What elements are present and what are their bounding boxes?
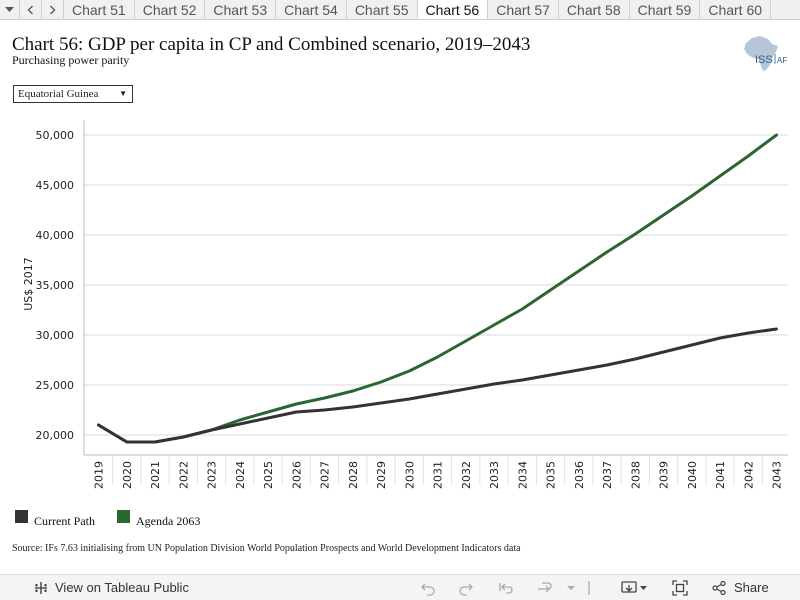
x-tick-label: 2035: [545, 461, 558, 489]
legend-swatch-agenda-2063: [117, 510, 130, 523]
tab-chart-60[interactable]: Chart 60: [700, 0, 772, 19]
y-tick-label: 35,000: [36, 279, 75, 292]
refresh-icon[interactable]: [536, 580, 552, 596]
x-tick-label: 2036: [573, 461, 586, 489]
tab-chart-56[interactable]: Chart 56: [417, 0, 489, 19]
tableau-toolbar: View on Tableau Public Share: [0, 574, 800, 600]
y-tick-label: 30,000: [36, 329, 75, 342]
tab-chart-53[interactable]: Chart 53: [205, 0, 277, 19]
x-tick-label: 2026: [290, 461, 303, 489]
y-axis-label: US$ 2017: [22, 257, 35, 311]
x-tick-label: 2041: [714, 461, 727, 489]
x-tick-label: 2030: [403, 461, 416, 489]
x-tick-label: 2025: [262, 461, 275, 489]
logo-text: ISS: [755, 54, 773, 66]
tab-chart-52[interactable]: Chart 52: [135, 0, 206, 19]
x-tick-label: 2040: [686, 461, 699, 489]
caret-down-icon: [5, 6, 14, 12]
country-select-value: Equatorial Guinea: [18, 88, 99, 100]
redo-icon[interactable]: [458, 580, 474, 596]
x-tick-label: 2043: [771, 461, 784, 489]
x-tick-label: 2019: [93, 461, 106, 489]
series-lines: [97, 133, 778, 444]
y-tick-label: 50,000: [36, 129, 75, 142]
gridlines: [83, 120, 788, 456]
series-line-agenda-2063[interactable]: [97, 133, 778, 444]
y-axis: 20,000 25,000 30,000 35,000 40,000 45,000 50,0…: [36, 129, 75, 442]
tab-chart-51[interactable]: Chart 51: [64, 0, 135, 19]
revert-icon[interactable]: [498, 580, 514, 596]
tab-bar: Chart 51 Chart 52 Chart 53 Chart 54 Chart 55…: [0, 0, 800, 20]
undo-icon[interactable]: [420, 580, 436, 596]
x-tick-label: 2028: [347, 461, 360, 489]
chart-subtitle: Purchasing power parity: [12, 53, 130, 67]
refresh-dropdown-icon[interactable]: [563, 580, 579, 596]
tab-menu-button[interactable]: [0, 0, 20, 19]
legend-item-current-path[interactable]: Current Path: [15, 509, 95, 529]
fullscreen-icon[interactable]: [672, 580, 688, 596]
tab-scroll-left-button[interactable]: [20, 0, 42, 19]
x-tick-label: 2023: [206, 461, 219, 489]
tab-chart-58[interactable]: Chart 58: [559, 0, 630, 19]
view-on-tableau-label: View on Tableau Public: [55, 580, 189, 595]
tab-scroll-right-button[interactable]: [42, 0, 64, 19]
y-tick-label: 25,000: [36, 379, 75, 392]
y-tick-label: 45,000: [36, 179, 75, 192]
x-tick-label: 2027: [319, 461, 332, 489]
chart-title: Chart 56: GDP per capita in CP and Combi…: [12, 34, 531, 55]
x-tick-label: 2031: [432, 461, 445, 489]
x-axis: 2019 2020 2021 2022 2023 2024 2025 2026 2027 2028…: [93, 455, 784, 489]
x-tick-label: 2032: [460, 461, 473, 489]
view-on-tableau-public-link[interactable]: View on Tableau Public: [34, 580, 189, 595]
y-tick-label: 40,000: [36, 229, 75, 242]
legend-label: Current Path: [34, 514, 95, 528]
legend-swatch-current-path: [15, 510, 28, 523]
legend: Current Path Agenda 2063: [15, 509, 222, 529]
x-tick-label: 2033: [488, 461, 501, 489]
y-tick-label: 20,000: [36, 429, 75, 442]
x-tick-label: 2021: [149, 461, 162, 489]
series-line-current-path[interactable]: [97, 327, 778, 444]
tab-chart-59[interactable]: Chart 59: [630, 0, 701, 19]
tab-chart-55[interactable]: Chart 55: [347, 0, 418, 19]
x-tick-label: 2034: [516, 461, 529, 489]
source-note: Source: IFs 7.63 initialising from UN Po…: [12, 543, 521, 554]
x-tick-label: 2024: [234, 461, 247, 489]
x-tick-label: 2038: [629, 461, 642, 489]
chevron-right-icon: [50, 5, 56, 14]
line-chart: 20,000 25,000 30,000 35,000 40,000 45,000 50,0…: [22, 120, 788, 489]
x-tick-label: 2042: [742, 461, 755, 489]
logo-text-2: AF: [777, 56, 787, 65]
x-tick-label: 2029: [375, 461, 388, 489]
country-select[interactable]: Equatorial Guinea ▼: [13, 85, 133, 103]
chevron-left-icon: [27, 5, 33, 14]
sheet-tabs: Chart 51 Chart 52 Chart 53 Chart 54 Chart 55…: [64, 0, 772, 19]
legend-item-agenda-2063[interactable]: Agenda 2063: [117, 509, 200, 529]
download-icon[interactable]: [620, 580, 650, 596]
legend-label: Agenda 2063: [136, 514, 201, 528]
x-tick-label: 2022: [177, 461, 190, 489]
share-label: Share: [734, 580, 769, 595]
x-tick-label: 2037: [601, 461, 614, 489]
tab-chart-57[interactable]: Chart 57: [488, 0, 559, 19]
dropdown-arrow-icon: ▼: [119, 89, 127, 98]
toolbar-divider: [588, 581, 590, 595]
share-icon: [712, 580, 726, 595]
iss-africa-logo: ISS AF: [744, 36, 787, 71]
share-button[interactable]: Share: [712, 580, 769, 595]
tableau-logo-icon: [35, 581, 47, 594]
tab-chart-54[interactable]: Chart 54: [276, 0, 347, 19]
x-tick-label: 2020: [121, 461, 134, 489]
x-tick-label: 2039: [658, 461, 671, 489]
